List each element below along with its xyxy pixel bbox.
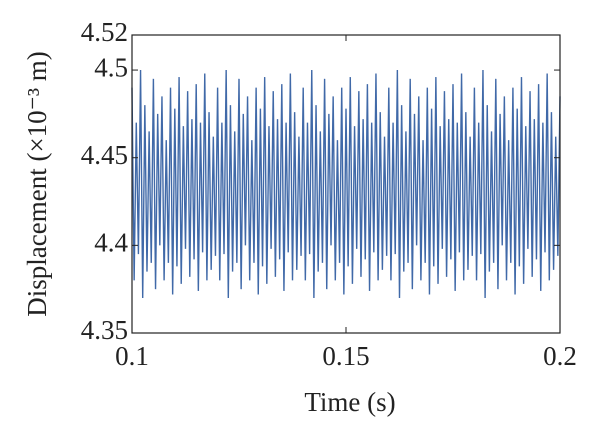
x-tick-label: 0.15 (322, 341, 369, 371)
y-axis-label: Displacement (×10⁻³ m) (22, 51, 52, 317)
data-line (131, 70, 561, 298)
y-tick-label: 4.5 (94, 52, 128, 82)
x-tick-label: 0.2 (543, 341, 577, 371)
y-tick-label: 4.4 (94, 228, 128, 258)
x-tick-label: 0.1 (115, 341, 149, 371)
y-tick-label: 4.45 (81, 140, 128, 170)
x-axis-label: Time (s) (304, 387, 395, 417)
y-tick-label: 4.52 (81, 17, 128, 47)
y-tick-label: 4.35 (81, 315, 128, 345)
